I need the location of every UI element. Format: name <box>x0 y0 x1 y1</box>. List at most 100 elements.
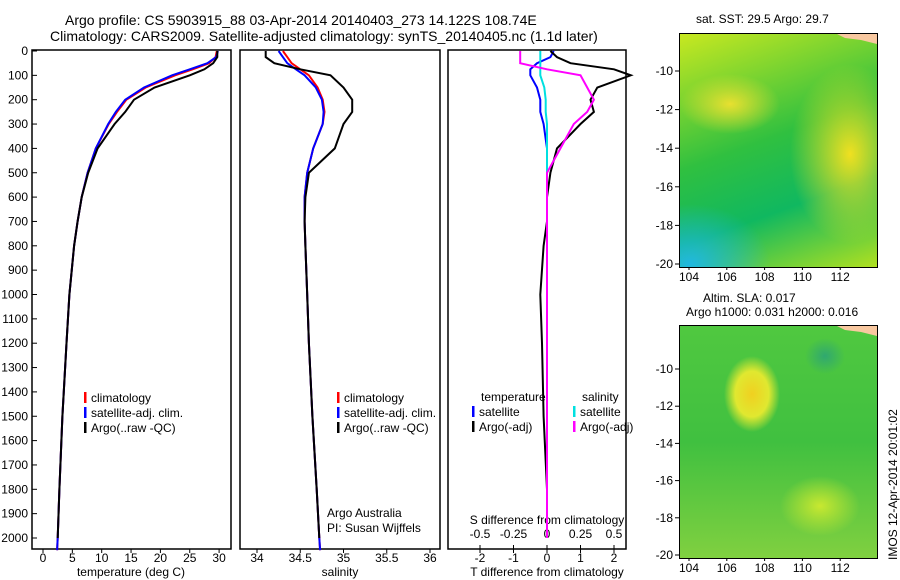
series-line-climatology <box>282 50 326 551</box>
legend-item-swatch <box>84 392 87 403</box>
lon-tick-label: 112 <box>831 270 850 284</box>
legend-item-label: climatology <box>344 391 404 405</box>
x-axis-label: T difference from climatology <box>470 565 624 579</box>
lon-tick-label: 106 <box>717 270 737 284</box>
y-tick-label: 200 <box>8 93 28 107</box>
lat-tick-label: -20 <box>656 548 674 562</box>
x-axis-label: temperature (deg C) <box>77 565 185 579</box>
legend-item-swatch <box>472 421 475 432</box>
lat-tick-label: -10 <box>656 64 674 78</box>
x-tick-label: 25 <box>183 551 197 565</box>
legend-item-swatch <box>337 422 340 433</box>
x-tick-label: 2 <box>611 551 618 565</box>
title-line-2: Climatology: CARS2009. Satellite-adjuste… <box>50 28 598 44</box>
credit-line-2: PI: Susan Wijffels <box>327 521 421 535</box>
lon-tick-label: 104 <box>679 561 699 575</box>
legend-item-label: Argo(..raw -QC) <box>91 421 176 435</box>
land-mass <box>837 34 877 44</box>
x-tick-label: 0 <box>40 551 47 565</box>
y-tick-label: 1900 <box>1 507 28 521</box>
y-tick-label: 1000 <box>1 288 28 302</box>
lon-tick-label: 108 <box>755 270 775 284</box>
sst-map <box>679 33 878 268</box>
lon-tick-label: 104 <box>679 270 699 284</box>
sla-map-title-1: Altim. SLA: 0.017 <box>703 291 796 305</box>
x-tick-label: 35.5 <box>375 551 399 565</box>
lat-tick-label: -20 <box>656 257 674 271</box>
legend-item-swatch <box>337 407 340 418</box>
y-tick-label: 900 <box>8 263 28 277</box>
x-tick-label: 30 <box>212 551 226 565</box>
y-tick-label: 1800 <box>1 482 28 496</box>
legend-item-swatch <box>573 421 576 432</box>
lat-tick-label: -14 <box>656 141 674 155</box>
y-tick-label: 1500 <box>1 409 28 423</box>
x-axis-label: salinity <box>322 565 359 579</box>
x-tick-label: -2 <box>475 551 486 565</box>
x2-tick-label: -0.25 <box>500 527 528 541</box>
lat-tick-label: -16 <box>656 474 674 488</box>
legend-item-label: Argo(-adj) <box>479 420 532 434</box>
legend-item-label: Argo(..raw -QC) <box>344 421 429 435</box>
x-tick-label: 35 <box>337 551 351 565</box>
lat-tick-label: -16 <box>656 180 674 194</box>
legend-item-swatch <box>573 406 576 417</box>
legend-item-swatch <box>84 407 87 418</box>
series-line-climatology <box>56 50 218 551</box>
x-tick-label: 20 <box>154 551 168 565</box>
y-tick-label: 700 <box>8 214 28 228</box>
lat-tick-label: -12 <box>656 399 674 413</box>
lon-tick-label: 112 <box>831 561 850 575</box>
land-mass <box>837 326 877 336</box>
x-tick-label: 34 <box>250 551 264 565</box>
plot-frame-1 <box>31 49 232 550</box>
legend-item-label: satellite-adj. clim. <box>91 406 183 420</box>
legend-item-label: satellite <box>479 405 520 419</box>
y-tick-label: 1600 <box>1 434 28 448</box>
lon-tick-label: 106 <box>717 561 737 575</box>
series-line-salinity-argo-adj- <box>519 51 596 538</box>
x2-tick-label: 0.25 <box>569 527 593 541</box>
x2-tick-label: 0.5 <box>606 527 623 541</box>
y-tick-label: 1300 <box>1 361 28 375</box>
series-line-argo-raw-qc- <box>264 51 354 539</box>
lat-tick-label: -18 <box>656 511 674 525</box>
x-tick-label: 0 <box>544 551 551 565</box>
series-line-argo-raw-qc- <box>56 51 219 539</box>
y-tick-label: 400 <box>8 141 28 155</box>
lon-tick-label: 110 <box>793 561 812 575</box>
y-tick-label: 1400 <box>1 385 28 399</box>
legend-temperature-heading: temperature <box>481 390 546 404</box>
legend-item-label: climatology <box>91 391 151 405</box>
title-line-1: Argo profile: CS 5903915_88 03-Apr-2014 … <box>65 12 537 28</box>
lon-tick-label: 110 <box>793 270 812 284</box>
lat-tick-label: -12 <box>656 103 674 117</box>
series-line-satellite-adj-clim- <box>56 50 219 551</box>
imos-timestamp: IMOS 12-Apr-2014 20:01:02 <box>886 409 900 560</box>
x2-tick-label: -0.5 <box>470 527 491 541</box>
x-tick-label: 15 <box>124 551 138 565</box>
y-tick-label: 100 <box>8 68 28 82</box>
legend-item-swatch <box>84 422 87 433</box>
y-tick-label: 1700 <box>1 458 28 472</box>
y-tick-label: 800 <box>8 239 28 253</box>
legend-item-label: satellite <box>580 405 621 419</box>
lon-tick-label: 108 <box>755 561 775 575</box>
lat-tick-label: -14 <box>656 436 674 450</box>
x-tick-label: -1 <box>508 551 519 565</box>
plot-frame-2 <box>239 49 441 550</box>
y-tick-label: 2000 <box>1 531 28 545</box>
x-tick-label: 34.5 <box>289 551 313 565</box>
lat-tick-label: -18 <box>656 218 674 232</box>
y-tick-label: 500 <box>8 166 28 180</box>
y-tick-label: 1100 <box>2 312 28 326</box>
plot-frame-3 <box>447 49 627 550</box>
sla-map-title-2: Argo h1000: 0.031 h2000: 0.016 <box>686 305 859 319</box>
y-tick-label: 1200 <box>1 336 28 350</box>
y-tick-label: 600 <box>8 190 28 204</box>
y-tick-label: 0 <box>21 44 28 58</box>
series-line-temperature-argo-adj- <box>539 50 634 538</box>
sla-map <box>679 325 878 559</box>
legend-item-label: Argo(-adj) <box>580 420 633 434</box>
